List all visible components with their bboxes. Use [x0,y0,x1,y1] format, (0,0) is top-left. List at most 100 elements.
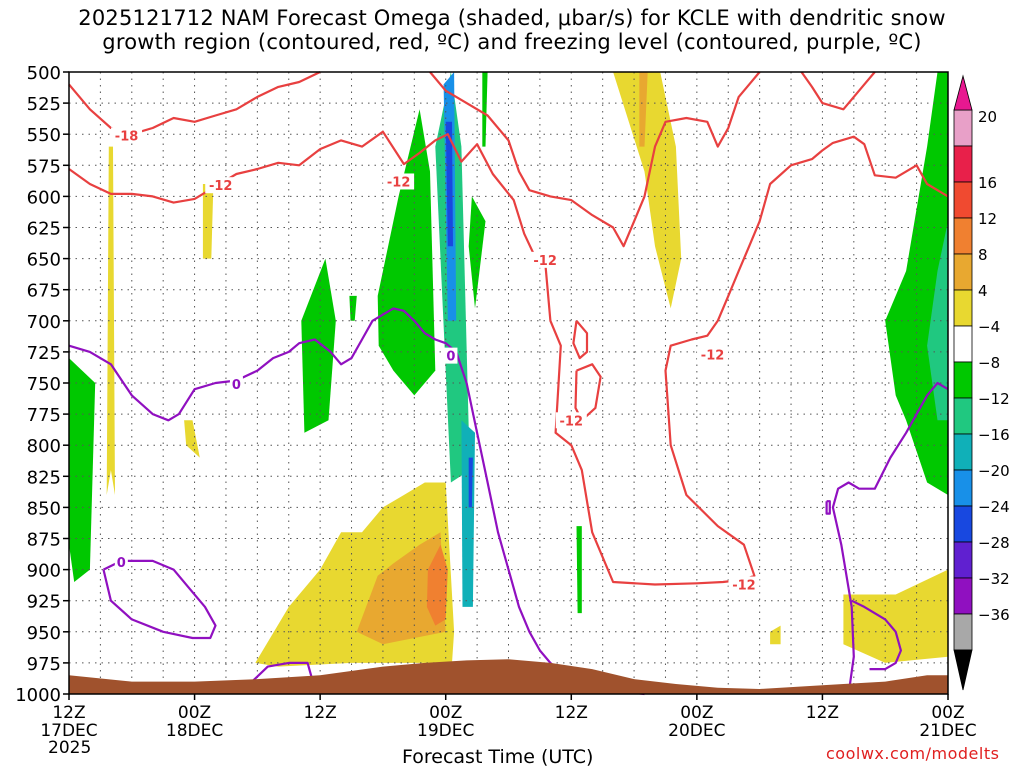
colorbar-swatch [953,541,973,579]
omega-region-17 [576,526,582,614]
contour-line-5 [574,363,602,422]
colorbar-label: −16 [978,426,1010,444]
y-tick-label: 825 [27,467,61,488]
colorbar-swatch [953,577,973,615]
colorbar-swatch [953,289,973,327]
contour-line-6 [68,307,645,696]
omega-region-15 [356,532,446,645]
omega-region-6 [377,109,436,396]
y-tick-label: 975 [27,654,61,675]
y-tick-label: 700 [27,312,61,333]
colorbar-swatch [953,109,973,147]
omega-region-3 [202,184,214,259]
y-tick-label: 575 [27,156,61,177]
y-tick-label: 600 [27,187,61,208]
omega-region-2 [184,420,200,458]
colorbar-swatch [953,325,973,363]
y-tick-label: 900 [27,561,61,582]
omega-region-10 [461,420,475,607]
y-tick-label: 675 [27,281,61,302]
contour-label: 0 [117,556,126,571]
contour-line-11 [825,500,831,515]
contour-layer [68,71,949,696]
colorbar-swatch [953,505,973,543]
omega-region-11 [468,457,473,508]
colorbar-label: 4 [978,282,988,300]
colorbar-label: −8 [978,354,1000,372]
contour-line-8 [102,559,217,640]
contour-label-bg [229,376,243,393]
x-tick-label: 12Z [52,703,85,723]
omega-region-23 [927,221,948,421]
chart-title-line1: 2025121712 NAM Forecast Omega (shaded, μ… [78,6,946,30]
colorbar-label: −36 [978,606,1010,624]
contour-label-bg [697,346,729,363]
chart-title: 2025121712 NAM Forecast Omega (shaded, μ… [0,6,1024,54]
contour-label: -12 [387,175,411,190]
colorbar-bottom-arrow [953,649,973,691]
y-tick-label: 650 [27,250,61,271]
colorbar-swatch [953,469,973,507]
colorbar-label: −20 [978,462,1010,480]
contour-label-bg [555,412,587,429]
colorbar-swatch [953,145,973,183]
omega-region-24 [937,72,948,222]
colorbar-top-arrow [953,74,973,111]
contour-label-bg [728,576,760,593]
omega-region-18 [613,72,682,309]
x-tick-label: 00Z [931,703,964,723]
x-tick-label: 00Z [429,703,462,723]
x-tick-date: 18DEC [166,721,223,741]
contour-label-bg [383,173,415,190]
colorbar-label: −12 [978,390,1010,408]
omega-region-13 [482,72,488,147]
contour-label: -12 [209,179,233,194]
colorbar-swatch [953,397,973,435]
terrain-fill [69,659,948,694]
omega-region-0 [106,146,115,495]
y-axis: 500 525 550 575 600 625 650 675 700 725 750 775 800 8… [15,63,69,706]
contour-line-2 [429,71,761,248]
omega-region-9 [445,121,453,247]
contour-label: -18 [115,129,139,144]
contour-line-0 [68,130,949,586]
x-tick-label: 12Z [555,703,588,723]
y-tick-label: 625 [27,219,61,240]
contour-line-3 [800,71,876,111]
y-tick-label: 775 [27,405,61,426]
contour-label: -12 [560,414,584,429]
contour-label-bg [205,177,237,194]
omega-region-12 [468,196,486,309]
colorbar-swatch [953,613,973,651]
y-tick-label: 800 [27,436,61,457]
omega-region-16 [426,544,448,626]
x-tick-date: 21DEC [919,721,976,741]
y-tick-label: 850 [27,498,61,519]
contour-label-bg [529,251,561,268]
colorbar-label: 12 [978,210,997,228]
omega-region-1 [69,358,96,582]
omega-shading-layer [69,72,948,667]
x-tick-label: 12Z [806,703,839,723]
year-label: 2025 [48,738,92,758]
x-tick-label: 12Z [304,703,337,723]
y-tick-label: 725 [27,343,61,364]
colorbar-swatch [953,253,973,291]
chart-title-line2: growth region (contoured, red, ºC) and f… [102,30,922,54]
contour-label: 0 [232,378,241,393]
x-tick-label: 00Z [680,703,713,723]
contour-label-bg [114,554,128,571]
colorbar-label: 20 [978,108,997,126]
credit-link[interactable]: coolwx.com/modelts [826,744,1000,763]
terrain-layer [69,659,948,694]
y-tick-label: 750 [27,374,61,395]
y-tick-label: 925 [27,592,61,613]
contour-line-4 [572,320,589,360]
colorbar-label: −24 [978,498,1010,516]
contour-line-1 [68,71,321,136]
colorbar-swatch [953,433,973,471]
contour-label-layer: -18 -12 -12 -12 -12 -12 -12 0 0 0 [111,127,760,594]
colorbar-label: −28 [978,534,1010,552]
